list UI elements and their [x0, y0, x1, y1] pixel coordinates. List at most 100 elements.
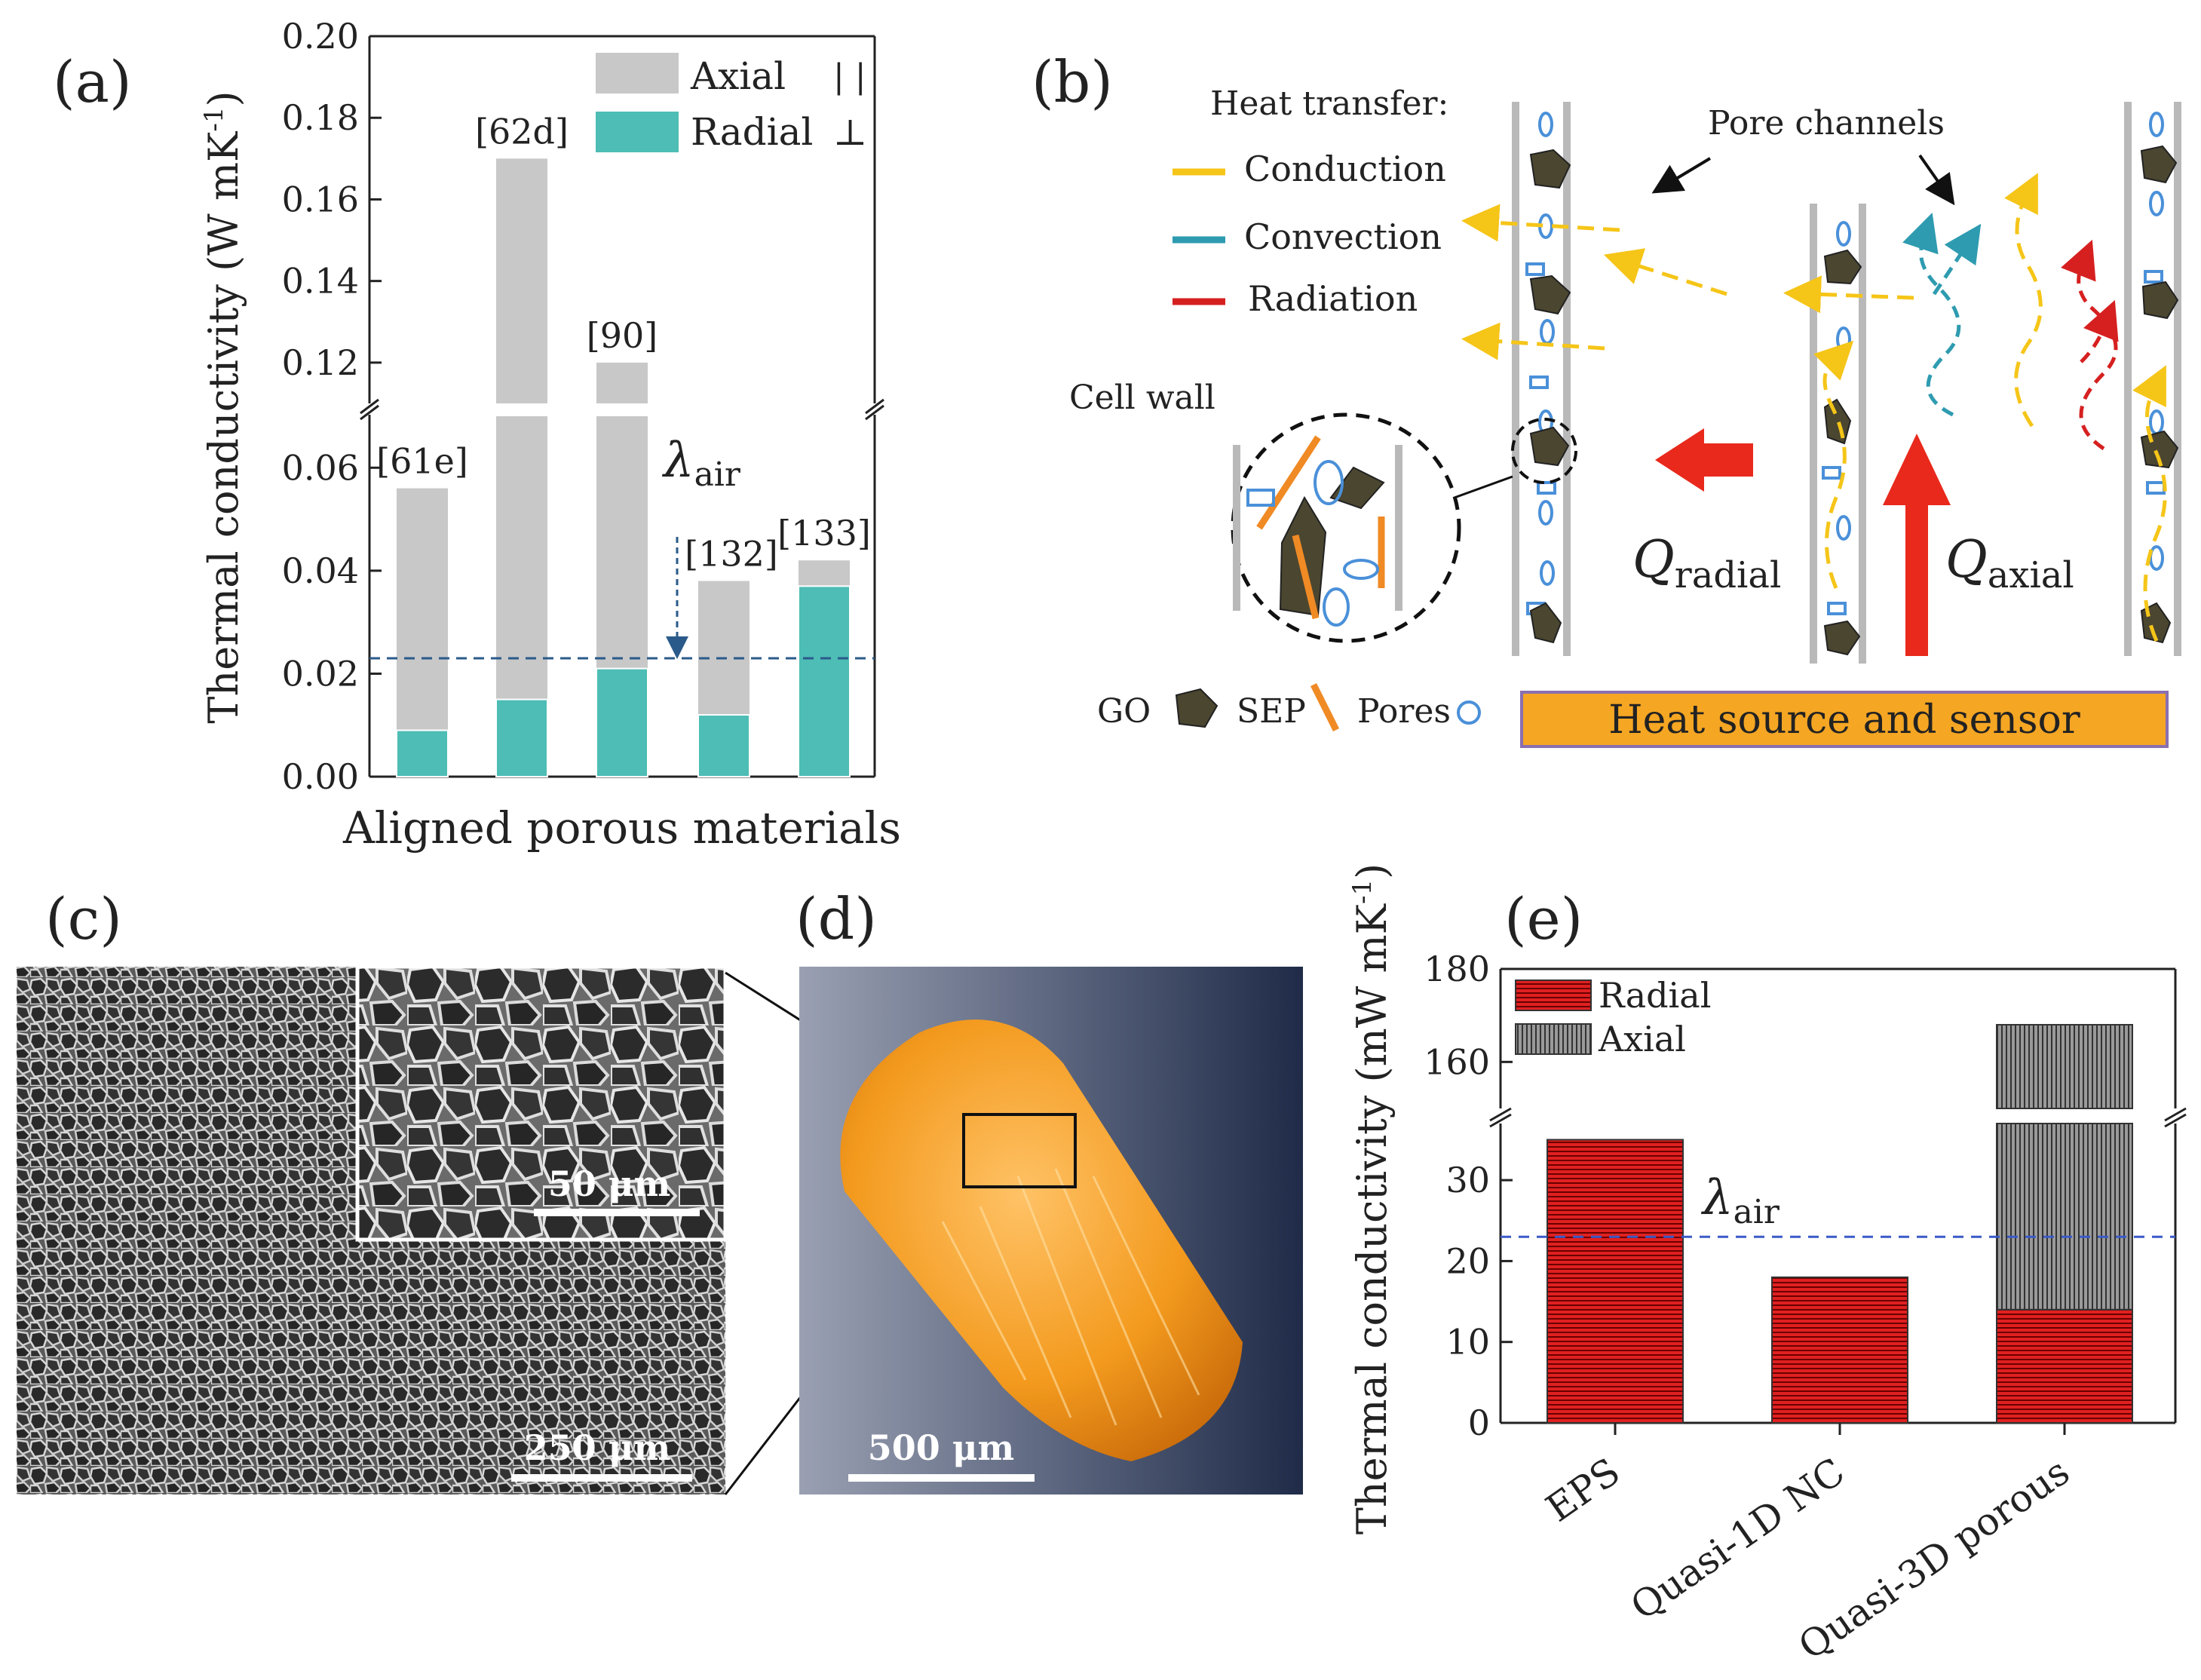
radiation-arrows: [2061, 239, 2119, 451]
q-radial-arrow: [1655, 428, 1753, 492]
panel-d: (d) 500 μm: [795, 885, 1303, 1495]
channel-walls: [1512, 102, 2181, 664]
pore-channels-arrow-right: [1918, 154, 1955, 206]
legend-swatch-axial: [596, 53, 679, 94]
bar-e-radial-0: [1547, 1139, 1684, 1424]
chart-e-break-right: [2164, 1107, 2187, 1128]
tick-label-a-lower-2: 0.04: [282, 550, 359, 591]
sem-image-inset: [355, 964, 728, 1242]
cell-wall-zoom: [1231, 412, 1461, 643]
chart-a-break-right: [865, 398, 884, 421]
tick-label-a-lower-1: 0.02: [282, 653, 359, 694]
chart-a-x-label: Aligned porous materials: [342, 802, 901, 854]
ct-zoom-box: [962, 1113, 1077, 1188]
chart-a-bars: [396, 158, 851, 777]
heat-transfer-title: Heat transfer:: [1210, 84, 1448, 123]
legend-swatch-radial-e: [1515, 979, 1592, 1011]
go-swatch: [1175, 688, 1219, 728]
go-flakes: [1529, 145, 2179, 656]
legend-symbol-axial: | |: [833, 57, 866, 96]
category-label-a-0: [61e]: [376, 441, 468, 482]
panel-label-c: (c): [45, 885, 122, 952]
q-radial-label: Qradial: [1632, 530, 1781, 596]
chart-e-bars: [1547, 1024, 2133, 1424]
go-label: GO: [1097, 692, 1151, 731]
legend-symbol-radial: ⊥: [833, 112, 867, 154]
heat-transfer-legend: Heat transfer: Conduction Convection Rad…: [1173, 84, 1448, 319]
tick-label-a-upper-3: 0.18: [282, 97, 359, 138]
chart-a-break-left: [360, 398, 379, 421]
category-label-a-1: [62d]: [475, 111, 569, 152]
panel-b: (b) Heat transfer: Conduction Convection…: [1032, 48, 2181, 748]
bar-radial-2: [596, 667, 648, 777]
panel-label-d: (d): [795, 885, 877, 952]
chart-a-ticks: 0.00 0.02 0.04 0.06 0.12 0.14 0.16 0.18 0.20: [282, 16, 382, 797]
category-label-a-4: [133]: [777, 513, 871, 553]
category-label-a-3: [132]: [685, 534, 778, 575]
chart-e-break-left: [1489, 1107, 1512, 1128]
ct-cylinder: [840, 1019, 1243, 1461]
tick-label-e-upper-0: 160: [1424, 1041, 1490, 1082]
chart-a-plot-area: 0.00 0.02 0.04 0.06 0.12 0.14 0.16 0.18 0.20 [61…: [282, 16, 884, 797]
ct-cylinder-texture: [941, 1168, 1200, 1426]
tick-label-a-upper-1: 0.14: [282, 261, 359, 302]
legend-radiation-label: Radiation: [1248, 278, 1418, 319]
bar-radial-1: [495, 698, 548, 777]
chart-a-air-label: λair: [661, 433, 741, 494]
bar-radial-3: [697, 714, 750, 777]
tick-label-a-lower-0: 0.00: [282, 756, 359, 797]
cell-wall-label: Cell wall: [1069, 379, 1215, 417]
sep-swatch: [1310, 682, 1340, 732]
legend-conduction-label: Conduction: [1244, 149, 1446, 189]
scale-label-inset: 50 μm: [548, 1163, 670, 1204]
tick-label-e-lower-1: 10: [1445, 1322, 1490, 1363]
legend-label-axial-e: Axial: [1598, 1019, 1686, 1059]
tick-label-a-upper-2: 0.16: [282, 179, 359, 219]
convection-arrows: [1902, 213, 1982, 417]
legend-label-axial: Axial: [690, 54, 786, 98]
legend-swatch-radial: [596, 112, 679, 152]
tick-label-e-upper-1: 180: [1424, 949, 1490, 989]
chart-e-legend: Radial Axial: [1515, 975, 1711, 1059]
conduction-arrows: [1461, 173, 2167, 642]
pores-label: Pores: [1357, 692, 1451, 731]
panel-a: (a) 0.00 0.02 0.04 0.06 0.12 0.14 0.16 0.18 0.20…: [53, 16, 901, 854]
bar-e-radial-1: [1771, 1276, 1908, 1424]
pore-channels-label: Pore channels: [1708, 104, 1945, 143]
bar-radial-0: [396, 729, 449, 777]
tick-label-e-lower-2: 20: [1445, 1240, 1490, 1281]
bar-axial-upper-2: [596, 362, 648, 403]
bar-e-axial-upper-2: [1996, 1024, 2133, 1109]
tick-label-e-lower-3: 30: [1445, 1160, 1490, 1200]
tick-label-e-lower-0: 0: [1468, 1403, 1490, 1443]
chart-a-y-label: Thermal conductivity (W mK-1): [199, 90, 247, 723]
legend-label-radial-e: Radial: [1599, 975, 1711, 1016]
bar-e-radial-2: [1996, 1308, 2133, 1424]
tick-label-a-lower-3: 0.06: [282, 447, 359, 488]
chart-e-air-label: λair: [1700, 1170, 1780, 1231]
legend-swatch-axial-e: [1515, 1023, 1592, 1055]
sep-label: SEP: [1237, 692, 1306, 731]
heat-source-bar: [1520, 691, 2169, 748]
panel-label-a: (a): [53, 48, 132, 115]
tick-label-a-upper-4: 0.20: [282, 16, 359, 57]
pore-channels-arrow-left: [1651, 157, 1712, 194]
panel-c: (c) 50 μm 250 μm: [17, 885, 728, 1495]
panel-label-b: (b): [1032, 48, 1113, 115]
wall-pores: [1525, 112, 2166, 615]
q-axial-label: Qaxial: [1945, 530, 2074, 596]
bar-axial-0: [397, 488, 448, 777]
chart-e-ticks: 0 10 20 30 160 180: [1424, 949, 2066, 1443]
category-label-e-0: EPS: [1538, 1449, 1628, 1530]
scale-label-main: 250 μm: [524, 1427, 670, 1468]
scale-label-d: 500 μm: [868, 1427, 1014, 1468]
bar-axial-upper-1: [496, 158, 547, 404]
cell-wall-small-circle: [1511, 418, 1577, 484]
tick-label-a-upper-0: 0.12: [282, 342, 359, 383]
legend-convection-label: Convection: [1244, 216, 1442, 257]
panel-label-e: (e): [1504, 885, 1583, 952]
category-label-a-2: [90]: [587, 315, 658, 356]
